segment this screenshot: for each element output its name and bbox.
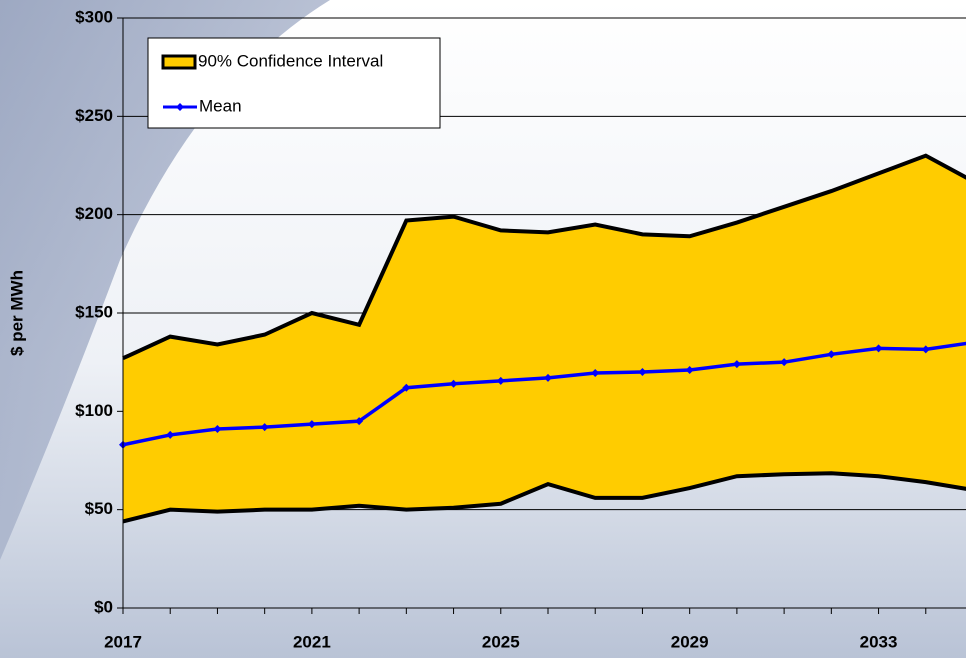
- mean-marker: [213, 425, 222, 434]
- background-swoosh: [0, 0, 330, 560]
- confidence-band: [123, 155, 966, 522]
- legend-box: [147, 37, 441, 129]
- legend-label: 90% Confidence Interval: [198, 51, 383, 70]
- y-tick-label: $300: [75, 7, 113, 26]
- mean-marker: [685, 366, 694, 375]
- mean-marker: [449, 379, 458, 388]
- mean-marker: [732, 360, 741, 369]
- mean-marker: [591, 368, 600, 377]
- mean-marker: [496, 376, 505, 385]
- x-tick-label: 2021: [293, 632, 331, 651]
- band-upper: [122, 153, 966, 361]
- x-tick-label: 2029: [671, 632, 709, 651]
- y-tick-label: $200: [75, 204, 113, 223]
- legend-label: Mean: [199, 96, 242, 115]
- x-tick-label: 2025: [482, 632, 520, 651]
- legend: 90% Confidence Interval Mean: [161, 51, 383, 115]
- y-tick-label: $250: [75, 106, 113, 125]
- mean-marker: [166, 430, 175, 439]
- mean-marker: [921, 345, 930, 354]
- mean-marker: [544, 373, 552, 382]
- mean-marker: [260, 423, 269, 432]
- x-tick-label: 2033: [860, 632, 898, 651]
- legend-marker: [176, 103, 184, 111]
- legend-swatch: [161, 54, 197, 70]
- mean-marker: [307, 420, 316, 429]
- y-tick-label: $50: [85, 499, 113, 518]
- mean-marker: [780, 358, 789, 367]
- band-lower: [122, 471, 966, 524]
- y-tick-label: $0: [94, 597, 113, 616]
- mean-marker: [638, 368, 647, 376]
- y-tick-label: $100: [75, 401, 113, 420]
- mean-marker: [827, 350, 836, 359]
- y-tick-label: $150: [75, 302, 113, 321]
- mean-marker: [402, 383, 411, 392]
- y-axis-label: $ per MWh: [7, 270, 26, 356]
- mean-marker: [874, 344, 883, 353]
- x-tick-label: 2017: [104, 632, 142, 651]
- mean-marker: [355, 417, 364, 426]
